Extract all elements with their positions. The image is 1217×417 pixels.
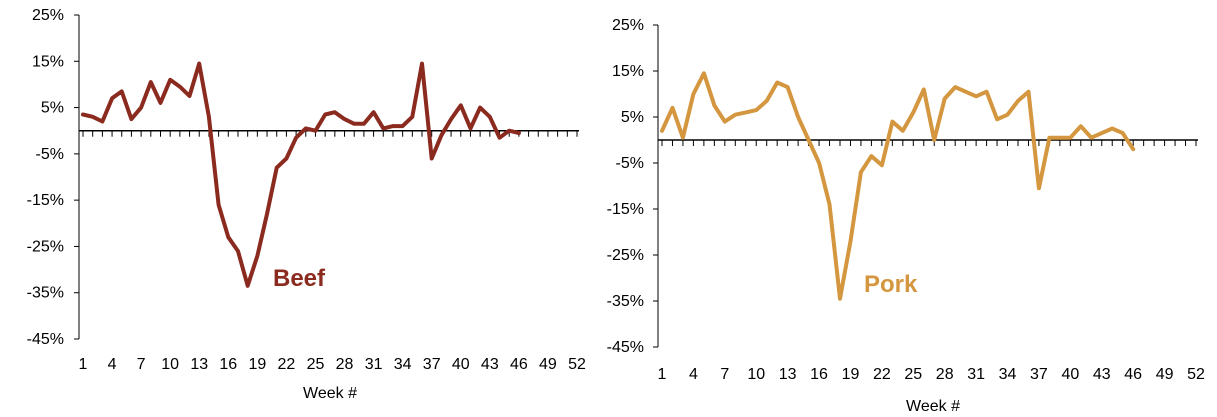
- x-tick-label: 4: [108, 356, 117, 373]
- x-tick-label: 40: [1061, 366, 1079, 383]
- x-axis-title: Week #: [906, 398, 960, 415]
- x-tick-label: 43: [481, 356, 499, 373]
- x-tick-label: 19: [248, 356, 266, 373]
- y-tick-label: -35%: [27, 285, 64, 302]
- beef-series-label: Beef: [273, 265, 326, 292]
- y-tick-label: -45%: [27, 331, 64, 348]
- x-tick-label: 37: [423, 356, 441, 373]
- x-tick-label: 31: [967, 366, 985, 383]
- y-tick-label: -15%: [607, 201, 644, 218]
- x-tick-label: 13: [190, 356, 208, 373]
- x-tick-label: 19: [842, 366, 860, 383]
- y-tick-label: -45%: [607, 339, 644, 356]
- y-tick-label: -5%: [616, 155, 644, 172]
- beef-series-line: [81, 61, 521, 288]
- y-tick-label: 5%: [41, 100, 64, 117]
- pork-chart: 25% 15% 5% -5% -15% -25% -35% -45% 1 4 7 10 13 16 19 22…: [607, 17, 1205, 415]
- x-tick-label: 25: [904, 366, 922, 383]
- x-tick-label: 13: [779, 366, 797, 383]
- x-tick-label: 25: [307, 356, 325, 373]
- x-tick-label: 34: [394, 356, 412, 373]
- x-tick-label: 43: [1093, 366, 1111, 383]
- y-tick-label: -25%: [607, 247, 644, 264]
- x-tick-label: 28: [936, 366, 954, 383]
- x-tick-label: 1: [79, 356, 88, 373]
- x-tick-label: 10: [161, 356, 179, 373]
- y-tick-label: -35%: [607, 293, 644, 310]
- y-tick-label: 15%: [32, 53, 64, 70]
- x-tick-label: 31: [365, 356, 383, 373]
- y-tick-label: -25%: [27, 238, 64, 255]
- beef-chart: 25% 15% 5% -5% -15% -25% -35% -45% 1 4 7 10 13 16 19 22…: [27, 7, 586, 402]
- x-tick-label: 28: [336, 356, 354, 373]
- x-tick-label: 16: [219, 356, 237, 373]
- x-tick-label: 46: [1124, 366, 1142, 383]
- pork-series-line: [660, 71, 1136, 301]
- x-tick-label: 40: [452, 356, 470, 373]
- x-tick-label: 4: [689, 366, 698, 383]
- x-tick-label: 34: [999, 366, 1017, 383]
- x-tick-label: 46: [510, 356, 528, 373]
- y-tick-label: 5%: [621, 109, 644, 126]
- x-tick-label: 7: [137, 356, 146, 373]
- x-tick-label: 37: [1030, 366, 1048, 383]
- x-tick-label: 49: [539, 356, 557, 373]
- x-tick-label: 16: [810, 366, 828, 383]
- x-tick-label: 22: [278, 356, 296, 373]
- x-axis-title: Week #: [303, 385, 357, 402]
- x-tick-label: 49: [1156, 366, 1174, 383]
- x-tick-label: 52: [1187, 366, 1205, 383]
- x-tick-label: 10: [747, 366, 765, 383]
- y-tick-label: -15%: [27, 192, 64, 209]
- x-tick-label: 52: [568, 356, 586, 373]
- x-tick-label: 7: [720, 366, 729, 383]
- y-tick-label: 25%: [612, 17, 644, 34]
- pork-series-label: Pork: [864, 271, 918, 298]
- x-tick-label: 1: [658, 366, 667, 383]
- y-tick-label: 25%: [32, 7, 64, 24]
- y-tick-label: 15%: [612, 63, 644, 80]
- y-tick-label: -5%: [36, 146, 64, 163]
- x-tick-label: 22: [873, 366, 891, 383]
